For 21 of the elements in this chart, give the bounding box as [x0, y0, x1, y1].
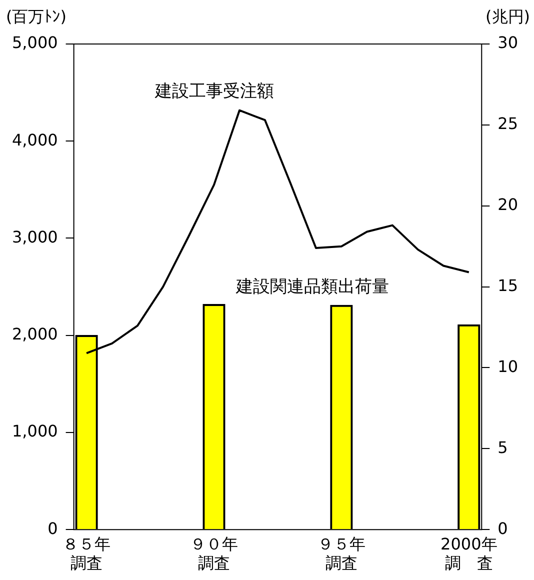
- y2-tick-label: 0: [498, 518, 508, 538]
- y2-axis-title: (兆円): [486, 7, 530, 26]
- y2-tick-label: 5: [498, 438, 508, 457]
- y-tick-label: 3,000: [12, 227, 58, 246]
- y2-tick-label: 20: [498, 195, 518, 214]
- x-tick-label: ８５年調査: [62, 534, 111, 573]
- x-tick-label: ９５年調査: [317, 534, 366, 573]
- x-tick-label: 2000年調 査: [440, 534, 498, 573]
- y-tick-label: 1,000: [12, 422, 58, 441]
- series-label: 建設工事受注額: [154, 81, 274, 102]
- y-tick-label: 2,000: [12, 324, 58, 344]
- y2-tick-label: 15: [498, 276, 518, 295]
- y-tick-label: 5,000: [12, 33, 58, 52]
- y-tick-label: 0: [48, 518, 58, 538]
- y-tick-label: 4,000: [12, 130, 58, 150]
- y-axis-title: (百万ﾄﾝ): [6, 7, 66, 26]
- y2-tick-label: 25: [498, 114, 518, 134]
- y2-tick-label: 30: [498, 33, 518, 52]
- series-label: 建設関連品類出荷量: [235, 277, 390, 298]
- x-tick-label: ９０年調査: [190, 534, 238, 573]
- y2-tick-label: 10: [498, 356, 518, 376]
